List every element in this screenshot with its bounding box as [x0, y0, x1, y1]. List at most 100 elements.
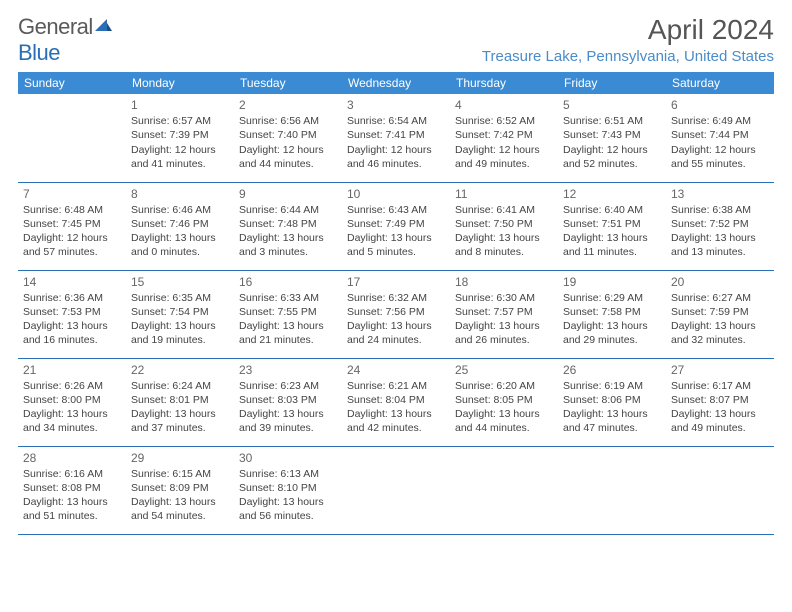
daylight-text: Daylight: 13 hours — [131, 495, 229, 509]
sunrise-text: Sunrise: 6:29 AM — [563, 291, 661, 305]
calendar-day-cell: 18Sunrise: 6:30 AMSunset: 7:57 PMDayligh… — [450, 270, 558, 358]
sunset-text: Sunset: 7:55 PM — [239, 305, 337, 319]
calendar-day-cell: 20Sunrise: 6:27 AMSunset: 7:59 PMDayligh… — [666, 270, 774, 358]
logo-word-general: General — [18, 14, 93, 39]
calendar-day-cell: 29Sunrise: 6:15 AMSunset: 8:09 PMDayligh… — [126, 446, 234, 534]
calendar-table: SundayMondayTuesdayWednesdayThursdayFrid… — [18, 72, 774, 535]
sunset-text: Sunset: 7:42 PM — [455, 128, 553, 142]
day-number: 10 — [347, 186, 445, 202]
day-number: 19 — [563, 274, 661, 290]
day-number: 16 — [239, 274, 337, 290]
daylight-text: Daylight: 12 hours — [23, 231, 121, 245]
sunset-text: Sunset: 8:06 PM — [563, 393, 661, 407]
calendar-day-cell: 25Sunrise: 6:20 AMSunset: 8:05 PMDayligh… — [450, 358, 558, 446]
weekday-header: Tuesday — [234, 72, 342, 94]
daylight-text: and 26 minutes. — [455, 333, 553, 347]
daylight-text: Daylight: 13 hours — [455, 407, 553, 421]
sunrise-text: Sunrise: 6:46 AM — [131, 203, 229, 217]
daylight-text: and 13 minutes. — [671, 245, 769, 259]
sunrise-text: Sunrise: 6:33 AM — [239, 291, 337, 305]
weekday-header: Saturday — [666, 72, 774, 94]
daylight-text: Daylight: 13 hours — [23, 319, 121, 333]
calendar-head: SundayMondayTuesdayWednesdayThursdayFrid… — [18, 72, 774, 94]
day-number: 17 — [347, 274, 445, 290]
sunset-text: Sunset: 7:45 PM — [23, 217, 121, 231]
calendar-empty-cell — [18, 94, 126, 182]
daylight-text: Daylight: 13 hours — [671, 319, 769, 333]
daylight-text: and 47 minutes. — [563, 421, 661, 435]
calendar-day-cell: 4Sunrise: 6:52 AMSunset: 7:42 PMDaylight… — [450, 94, 558, 182]
daylight-text: Daylight: 12 hours — [671, 143, 769, 157]
daylight-text: Daylight: 13 hours — [563, 231, 661, 245]
sunset-text: Sunset: 7:53 PM — [23, 305, 121, 319]
location-subtitle: Treasure Lake, Pennsylvania, United Stat… — [482, 48, 774, 65]
calendar-day-cell: 28Sunrise: 6:16 AMSunset: 8:08 PMDayligh… — [18, 446, 126, 534]
sunset-text: Sunset: 7:49 PM — [347, 217, 445, 231]
day-number: 12 — [563, 186, 661, 202]
logo: General Blue — [18, 14, 113, 66]
sunset-text: Sunset: 8:07 PM — [671, 393, 769, 407]
calendar-empty-cell — [666, 446, 774, 534]
calendar-day-cell: 14Sunrise: 6:36 AMSunset: 7:53 PMDayligh… — [18, 270, 126, 358]
sunrise-text: Sunrise: 6:38 AM — [671, 203, 769, 217]
weekday-header: Sunday — [18, 72, 126, 94]
sunset-text: Sunset: 7:43 PM — [563, 128, 661, 142]
day-number: 9 — [239, 186, 337, 202]
day-number: 27 — [671, 362, 769, 378]
weekday-header: Wednesday — [342, 72, 450, 94]
sunset-text: Sunset: 7:46 PM — [131, 217, 229, 231]
day-number: 26 — [563, 362, 661, 378]
sunset-text: Sunset: 8:00 PM — [23, 393, 121, 407]
sunrise-text: Sunrise: 6:30 AM — [455, 291, 553, 305]
daylight-text: and 3 minutes. — [239, 245, 337, 259]
day-number: 23 — [239, 362, 337, 378]
sunrise-text: Sunrise: 6:24 AM — [131, 379, 229, 393]
daylight-text: and 49 minutes. — [455, 157, 553, 171]
calendar-day-cell: 2Sunrise: 6:56 AMSunset: 7:40 PMDaylight… — [234, 94, 342, 182]
day-number: 15 — [131, 274, 229, 290]
daylight-text: and 57 minutes. — [23, 245, 121, 259]
calendar-week-row: 21Sunrise: 6:26 AMSunset: 8:00 PMDayligh… — [18, 358, 774, 446]
sunrise-text: Sunrise: 6:49 AM — [671, 114, 769, 128]
daylight-text: Daylight: 13 hours — [455, 231, 553, 245]
sunset-text: Sunset: 8:04 PM — [347, 393, 445, 407]
day-number: 18 — [455, 274, 553, 290]
daylight-text: and 19 minutes. — [131, 333, 229, 347]
calendar-day-cell: 21Sunrise: 6:26 AMSunset: 8:00 PMDayligh… — [18, 358, 126, 446]
calendar-day-cell: 10Sunrise: 6:43 AMSunset: 7:49 PMDayligh… — [342, 182, 450, 270]
calendar-day-cell: 3Sunrise: 6:54 AMSunset: 7:41 PMDaylight… — [342, 94, 450, 182]
sunset-text: Sunset: 8:05 PM — [455, 393, 553, 407]
weekday-header: Thursday — [450, 72, 558, 94]
sunset-text: Sunset: 7:56 PM — [347, 305, 445, 319]
daylight-text: and 21 minutes. — [239, 333, 337, 347]
daylight-text: and 44 minutes. — [455, 421, 553, 435]
daylight-text: Daylight: 13 hours — [239, 231, 337, 245]
sunrise-text: Sunrise: 6:57 AM — [131, 114, 229, 128]
sunset-text: Sunset: 8:03 PM — [239, 393, 337, 407]
calendar-day-cell: 11Sunrise: 6:41 AMSunset: 7:50 PMDayligh… — [450, 182, 558, 270]
daylight-text: and 11 minutes. — [563, 245, 661, 259]
daylight-text: and 39 minutes. — [239, 421, 337, 435]
sunset-text: Sunset: 7:41 PM — [347, 128, 445, 142]
calendar-week-row: 14Sunrise: 6:36 AMSunset: 7:53 PMDayligh… — [18, 270, 774, 358]
sunrise-text: Sunrise: 6:43 AM — [347, 203, 445, 217]
calendar-week-row: 28Sunrise: 6:16 AMSunset: 8:08 PMDayligh… — [18, 446, 774, 534]
sunset-text: Sunset: 7:39 PM — [131, 128, 229, 142]
calendar-day-cell: 9Sunrise: 6:44 AMSunset: 7:48 PMDaylight… — [234, 182, 342, 270]
daylight-text: Daylight: 12 hours — [563, 143, 661, 157]
sunrise-text: Sunrise: 6:27 AM — [671, 291, 769, 305]
daylight-text: Daylight: 12 hours — [131, 143, 229, 157]
month-year-title: April 2024 — [482, 14, 774, 46]
daylight-text: and 49 minutes. — [671, 421, 769, 435]
day-number: 13 — [671, 186, 769, 202]
day-number: 7 — [23, 186, 121, 202]
daylight-text: Daylight: 13 hours — [23, 407, 121, 421]
daylight-text: and 41 minutes. — [131, 157, 229, 171]
daylight-text: Daylight: 13 hours — [131, 319, 229, 333]
daylight-text: Daylight: 13 hours — [563, 407, 661, 421]
daylight-text: and 51 minutes. — [23, 509, 121, 523]
day-number: 29 — [131, 450, 229, 466]
calendar-body: 1Sunrise: 6:57 AMSunset: 7:39 PMDaylight… — [18, 94, 774, 534]
daylight-text: Daylight: 13 hours — [23, 495, 121, 509]
calendar-empty-cell — [558, 446, 666, 534]
